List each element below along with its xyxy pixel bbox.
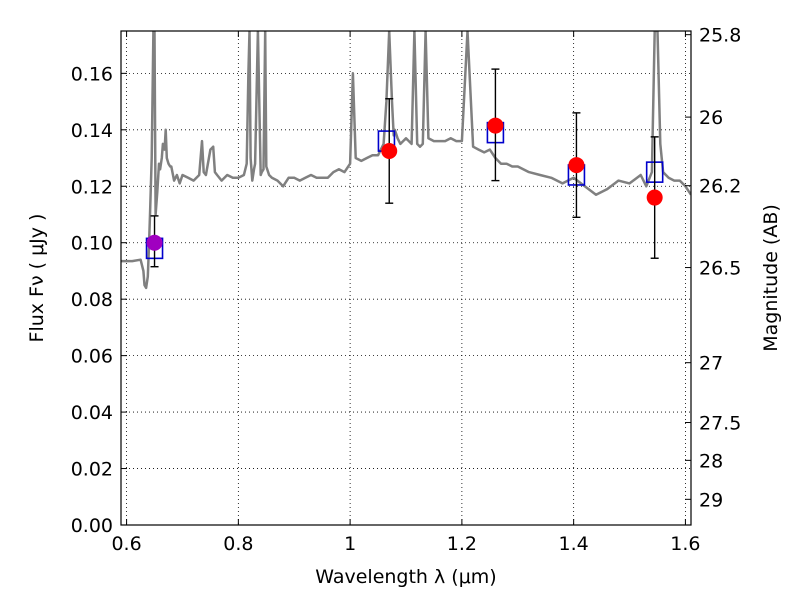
magnitude-tick-label: 27.5	[699, 413, 741, 435]
magnitude-tick-label: 28	[699, 450, 723, 472]
magnitude-tick-label: 27	[699, 353, 723, 375]
y-tick-label: 0.16	[71, 63, 113, 85]
x-tick-label: 1.2	[447, 533, 477, 555]
x-tick-label: 1	[344, 533, 356, 555]
y-tick-label: 0.14	[71, 120, 113, 142]
y-tick-label: 0.00	[71, 515, 113, 537]
tick-labels: 0.6 0.8 1 1.2 1.4 1.6 0.00 0.02 0.04 0.06 0.08 0.10…	[71, 25, 742, 555]
y-tick-label: 0.10	[71, 233, 113, 255]
y-tick-label: 0.04	[71, 402, 113, 424]
y-tick-label: 0.02	[71, 459, 113, 481]
x-tick-label: 0.8	[223, 533, 253, 555]
x-tick-label: 1.6	[670, 533, 700, 555]
x-tick-label: 0.6	[111, 533, 141, 555]
plot-frame	[120, 30, 692, 526]
tick-marks	[121, 31, 691, 526]
y-tick-label: 0.12	[71, 176, 113, 198]
observed-flux-point	[146, 234, 163, 251]
magnitude-tick-label: 26	[699, 107, 723, 129]
magnitude-tick-label: 29	[699, 489, 723, 511]
observed-flux-point	[568, 157, 585, 174]
grid	[121, 31, 691, 526]
secondary-y-axis-title: Magnitude (AB)	[760, 204, 782, 352]
magnitude-tick-label: 25.8	[699, 25, 741, 47]
spectrum-line	[121, 31, 691, 290]
y-tick-label: 0.06	[71, 346, 113, 368]
y-axis-title: Flux Fν ( μJy )	[26, 214, 48, 343]
observed-flux-point	[487, 117, 504, 134]
x-tick-label: 1.4	[559, 533, 589, 555]
magnitude-tick-label: 26.5	[699, 258, 741, 280]
axes-frame	[120, 30, 692, 526]
plot-area	[121, 31, 691, 290]
observed-flux-point	[381, 142, 398, 159]
magnitude-tick-label: 26.2	[699, 176, 741, 198]
y-tick-label: 0.08	[71, 289, 113, 311]
observed-flux-point	[646, 189, 663, 206]
x-axis-title: Wavelength λ (μm)	[315, 566, 496, 588]
